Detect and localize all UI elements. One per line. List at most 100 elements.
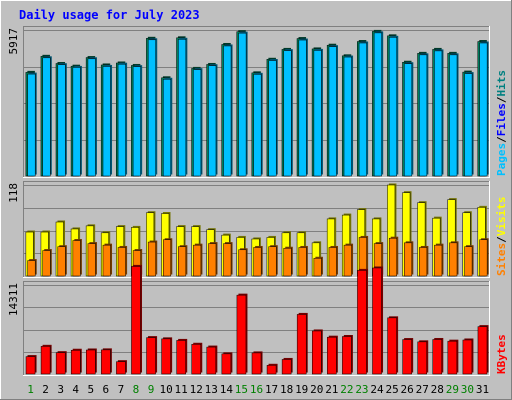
bar [87,243,96,277]
bar [388,37,398,177]
bar [191,344,202,375]
x-tick-label: 5 [87,383,94,396]
bar [268,60,277,177]
legend-separator: / [495,136,508,143]
x-tick-label: 7 [118,383,125,396]
bar [221,353,232,375]
x-tick-label: 1 [27,383,34,396]
bar [447,340,458,375]
bar [161,338,171,375]
panel-hits-files-pages: 5917 Pages/Files/Hits [7,26,508,178]
bar [178,39,187,177]
x-tick-label: 17 [265,383,278,396]
bar [102,244,111,277]
x-tick-label: 29 [446,383,459,396]
legend-item-sites: Sites [495,243,508,276]
panel-visits-sites: 118 Sites/Visits [7,181,508,278]
bar [72,67,81,177]
bar [42,57,51,177]
bar [131,266,141,375]
bar [40,346,51,375]
bar [298,39,307,177]
bar [102,66,111,177]
bar [147,241,156,277]
bar [238,249,247,277]
x-tick-label: 21 [325,383,338,396]
bar [193,244,202,277]
x-tick-label: 14 [220,383,234,396]
bar [462,339,473,375]
bar [343,56,352,177]
bar [404,63,413,177]
bar [163,239,172,277]
x-tick-label: 9 [148,383,155,396]
x-tick-label: 10 [159,383,172,396]
bar [70,349,81,375]
bar [236,294,247,375]
bar [327,336,337,375]
bar [434,50,443,177]
bar [55,352,66,375]
x-tick-label: 28 [431,383,444,396]
bar [417,341,427,375]
bar [296,314,307,375]
bar [464,73,473,177]
bar [27,73,36,177]
bar [223,243,232,277]
bar [117,247,126,277]
x-tick-label: 16 [250,383,263,396]
x-tick-label: 22 [340,383,353,396]
y-axis-max-label: 14311 [7,283,20,316]
bar [419,54,428,177]
x-tick-label: 3 [57,383,64,396]
bar [449,54,458,177]
bar [313,50,322,177]
x-tick-label: 24 [370,383,384,396]
bar [477,326,488,375]
panel-legend: Pages/Files/Hits [495,70,508,176]
legend-item-pages: Pages [495,143,508,176]
x-tick-label: 13 [205,383,218,396]
bar [281,359,292,375]
bar [283,50,292,177]
bar [238,32,247,177]
bar [387,317,397,375]
panel-kbytes: 14311 KBytes [7,264,508,376]
bar [57,246,66,277]
bar [373,32,382,177]
bar [404,242,413,277]
bar [311,330,322,375]
x-tick-label: 12 [190,383,203,396]
bar [208,243,217,277]
chart-panels: 5917Pages/Files/Hits118Sites/Visits14311… [7,26,508,376]
bar [328,46,337,177]
y-axis-max-label: 5917 [7,28,20,55]
bar [57,64,66,177]
bar [193,69,202,177]
bar [266,365,277,375]
bar [253,74,262,177]
bar [208,65,217,177]
bar [206,346,217,375]
bar [146,337,156,375]
x-tick-label: 8 [133,383,140,396]
bar [432,339,443,375]
bar [251,352,262,375]
bar [372,267,382,375]
legend-item-files: Files [495,103,508,136]
bar [434,244,443,277]
x-tick-label: 6 [103,383,110,396]
bar [328,247,337,277]
bar [147,39,156,177]
bar [388,237,398,277]
bar [342,336,352,375]
x-tick-label: 15 [235,383,248,396]
panel-legend: KBytes [495,334,508,374]
series-sites [27,235,489,277]
x-tick-label: 31 [476,383,489,396]
series-files [27,31,489,177]
bar [449,242,458,277]
bar [178,246,187,277]
x-tick-label: 19 [295,383,308,396]
bar [86,349,96,375]
